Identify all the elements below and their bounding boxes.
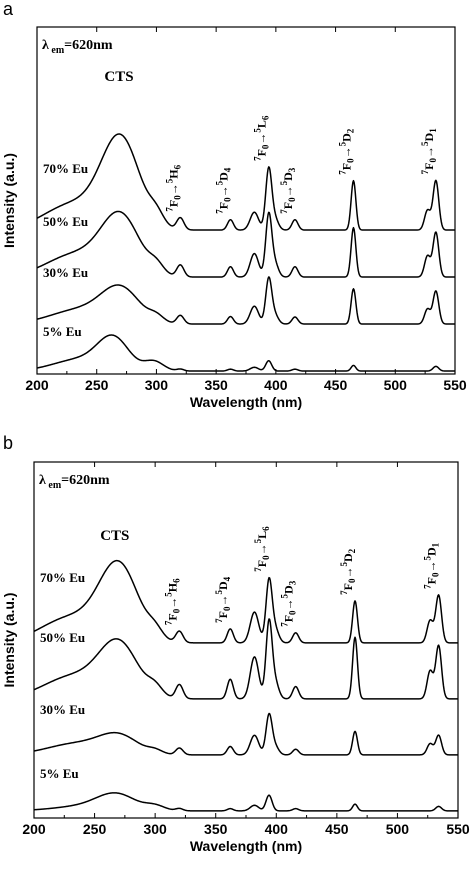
lambda-em-label: λ em=620nm xyxy=(39,473,110,491)
series-line-70eu xyxy=(33,559,459,644)
transition-annotation: 7F0→5D4 xyxy=(214,576,232,623)
x-tick-label: 350 xyxy=(204,821,228,837)
series-label: 70% Eu xyxy=(40,570,85,585)
transition-annotation: 7F0→5L6 xyxy=(253,526,271,572)
x-tick-label: 200 xyxy=(25,377,49,393)
transition-annotation: 7F0→5L6 xyxy=(253,115,271,161)
series-line-50eu xyxy=(36,210,456,278)
transition-annotation: 7F0→5D4 xyxy=(214,167,232,214)
series-label: 70% Eu xyxy=(43,161,88,176)
series-line-30eu xyxy=(33,712,459,756)
chart-panel-a: 200 250 300 350 400 450 500 550 Wavelength (nm) I… xyxy=(1,26,467,410)
panel-label-b: b xyxy=(3,433,14,453)
x-tick-label: 350 xyxy=(204,377,228,393)
x-tick-label: 400 xyxy=(265,821,289,837)
series-label: 50% Eu xyxy=(40,630,85,645)
x-tick-label: 550 xyxy=(446,821,470,837)
x-tick-label: 450 xyxy=(325,821,349,837)
transition-annotation: 7F0→5D3 xyxy=(280,580,298,627)
cts-annotation: CTS xyxy=(100,528,129,544)
chart-panel-b: 200 250 300 350 400 450 500 550 Wavelength (nm) I… xyxy=(1,461,470,854)
x-axis-title: Wavelength (nm) xyxy=(190,838,302,854)
transition-annotation: 7F0→5H6 xyxy=(163,578,181,625)
x-tick-label: 300 xyxy=(143,821,167,837)
cts-annotation: CTS xyxy=(104,69,133,85)
series-label: 30% Eu xyxy=(43,265,88,280)
lambda-em-label: λ em=620nm xyxy=(42,38,113,56)
transition-annotation: 7F0→5D2 xyxy=(339,548,357,595)
transition-annotation: 7F0→5H6 xyxy=(164,164,182,211)
transition-annotation: 7F0→5D1 xyxy=(420,128,438,175)
x-tick-label: 250 xyxy=(83,821,107,837)
x-axis-title: Wavelength (nm) xyxy=(190,394,302,410)
x-tick-label: 500 xyxy=(386,821,410,837)
transition-annotation: 7F0→5D1 xyxy=(423,542,441,589)
x-tick-label: 450 xyxy=(324,377,348,393)
series-label: 50% Eu xyxy=(43,214,88,229)
x-tick-label: 300 xyxy=(145,377,169,393)
x-tick-label: 400 xyxy=(264,377,288,393)
x-tick-label: 500 xyxy=(384,377,408,393)
series-line-30eu xyxy=(36,276,456,325)
series-line-5eu xyxy=(33,792,459,812)
x-tick-label: 250 xyxy=(85,377,109,393)
series-line-5eu xyxy=(36,334,456,372)
panel-label-a: a xyxy=(3,0,14,19)
series-line-50eu xyxy=(33,618,459,700)
x-tick-label: 550 xyxy=(443,377,467,393)
series-label: 5% Eu xyxy=(40,766,79,781)
series-line-70eu xyxy=(36,133,456,231)
series-label: 5% Eu xyxy=(43,324,82,339)
transition-annotation: 7F0→5D2 xyxy=(337,128,355,175)
x-tick-label: 200 xyxy=(22,821,46,837)
y-axis-title: Intensity (a.u.) xyxy=(1,593,17,688)
y-axis-title: Intensity (a.u.) xyxy=(1,153,17,248)
transition-annotation: 7F0→5D3 xyxy=(279,167,297,214)
series-label: 30% Eu xyxy=(40,702,85,717)
